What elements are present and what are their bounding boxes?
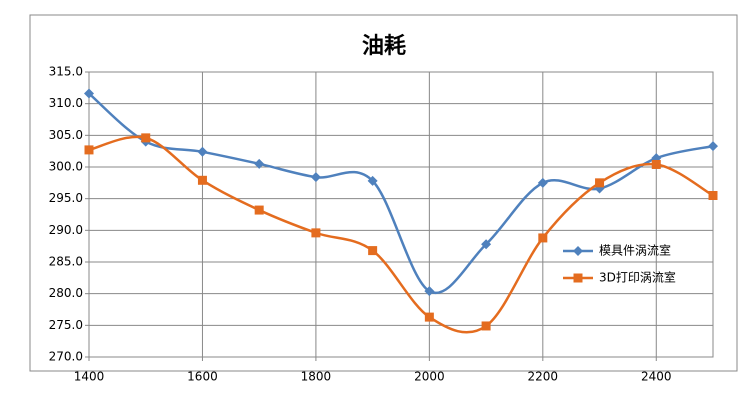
marker — [84, 145, 94, 155]
marker — [708, 191, 718, 200]
marker — [254, 158, 265, 169]
legend-label: 模具件涡流室 — [599, 243, 671, 258]
chart-title: 油耗 — [362, 33, 406, 59]
legend-marker — [573, 273, 583, 283]
marker — [424, 286, 435, 297]
y-tick-label: 300.0 — [49, 160, 83, 174]
legend-marker — [573, 246, 583, 256]
marker — [708, 141, 718, 152]
x-tick-label: 1800 — [301, 370, 332, 384]
marker — [595, 178, 605, 188]
y-tick-label: 275.0 — [49, 318, 83, 332]
chart-frame — [29, 14, 738, 372]
marker — [84, 88, 94, 99]
y-tick-label: 315.0 — [49, 65, 83, 79]
y-tick-label: 290.0 — [49, 223, 83, 237]
plot-border — [88, 71, 714, 358]
marker — [254, 205, 264, 215]
x-tick-label: 1600 — [187, 370, 218, 384]
marker — [197, 175, 207, 185]
marker — [481, 239, 492, 250]
marker — [538, 233, 548, 243]
marker — [651, 159, 661, 169]
y-tick-label: 305.0 — [49, 128, 83, 142]
marker — [368, 246, 378, 256]
marker — [424, 312, 434, 322]
marker — [310, 172, 321, 183]
marker — [481, 321, 491, 331]
legend-label: 3D打印涡流室 — [599, 270, 676, 285]
x-tick-label: 2200 — [528, 370, 559, 384]
marker — [197, 146, 208, 157]
marker — [311, 228, 321, 238]
y-tick-label: 310.0 — [49, 96, 83, 110]
y-tick-label: 270.0 — [49, 350, 83, 364]
marker — [367, 175, 378, 186]
marker — [141, 133, 151, 143]
x-tick-label: 2400 — [641, 370, 672, 384]
x-tick-label: 2000 — [414, 370, 445, 384]
x-tick-label: 1400 — [74, 370, 105, 384]
y-tick-label: 285.0 — [49, 255, 83, 269]
marker — [537, 177, 548, 188]
y-tick-label: 295.0 — [49, 191, 83, 205]
y-tick-label: 280.0 — [49, 286, 83, 300]
